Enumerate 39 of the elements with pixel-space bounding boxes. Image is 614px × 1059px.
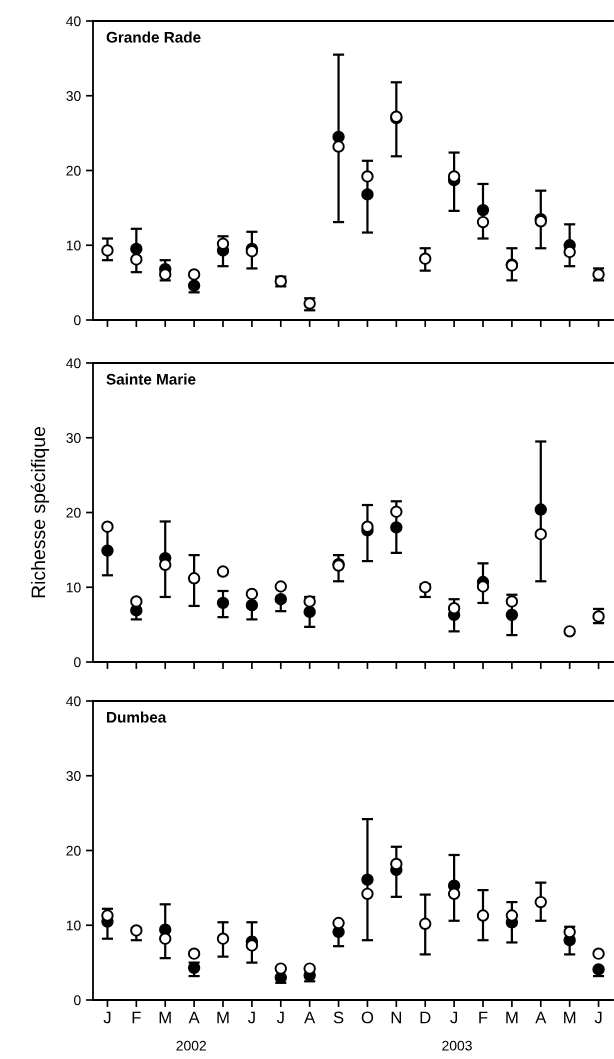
x-tick-label: A [304, 1011, 316, 1024]
y-tick-label: 40 [66, 358, 81, 369]
y-tick-label: 0 [74, 657, 81, 668]
y-tick-label: 10 [66, 240, 81, 251]
y-tick-label: 0 [74, 995, 81, 1006]
y-tick-label: 30 [66, 91, 81, 101]
x-tick-label: F [132, 1011, 141, 1024]
text: Sainte Marie [106, 373, 196, 385]
x-tick-label: O [361, 1011, 374, 1024]
y-tick-label: 30 [66, 433, 81, 443]
x-tick-label: N [391, 1011, 401, 1024]
text: 2002 [176, 1040, 206, 1051]
y-tick-label: 20 [66, 507, 81, 518]
x-tick-label: A [535, 1011, 547, 1024]
y-tick-label: 10 [66, 920, 81, 931]
y-tick-label: 40 [66, 696, 81, 707]
x-tick-label: J [450, 1011, 458, 1024]
x-tick-label: M [159, 1011, 171, 1024]
x-tick-label: J [276, 1011, 284, 1024]
x-tick-label: A [188, 1011, 200, 1024]
y-tick-label: 20 [66, 165, 81, 176]
y-axis-title: Richesse spécifique [30, 426, 50, 598]
x-tick-label: M [564, 1011, 576, 1024]
y-tick-label: 40 [66, 16, 81, 27]
x-tick-label: J [594, 1011, 602, 1024]
x-tick-label: J [103, 1011, 111, 1024]
text: Dumbea [107, 711, 167, 723]
x-tick-label: J [247, 1011, 255, 1024]
text: 2003 [442, 1040, 472, 1051]
y-tick-label: 20 [66, 845, 81, 856]
x-tick-label: M [217, 1011, 229, 1024]
x-tick-label: D [420, 1011, 431, 1024]
x-tick-label: F [479, 1011, 488, 1024]
x-tick-label: S [333, 1011, 344, 1024]
x-tick-label: M [506, 1011, 518, 1024]
y-tick-label: 10 [66, 582, 81, 593]
y-tick-label: 0 [74, 315, 81, 326]
text: Grande Rade [106, 31, 201, 43]
y-tick-label: 30 [66, 771, 81, 781]
